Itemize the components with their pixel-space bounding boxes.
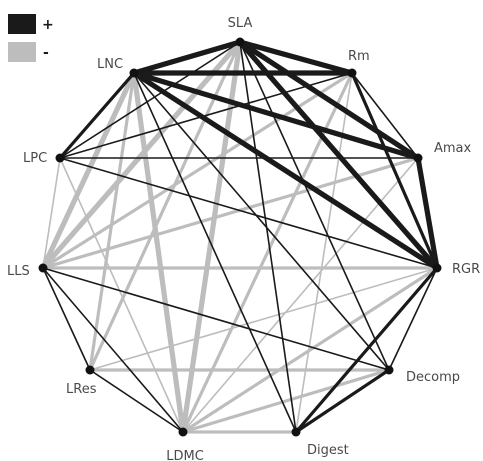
node-decomp <box>384 365 394 375</box>
node-label-lnc: LNC <box>97 57 123 72</box>
node-label-rgr: RGR <box>452 262 480 277</box>
edge-sla-rm <box>237 39 355 76</box>
edge-lnc-lres <box>88 71 136 372</box>
nodes-layer <box>38 37 442 437</box>
edge-sla-lnc <box>131 39 243 76</box>
node-lres <box>85 365 95 375</box>
edge-sla-rgr <box>237 39 440 271</box>
node-ldmc <box>178 427 188 437</box>
node-lnc <box>129 68 139 78</box>
edges-layer <box>40 39 440 435</box>
edge-rgr-lres <box>89 267 438 371</box>
node-label-decomp: Decomp <box>406 370 460 385</box>
node-label-digest: Digest <box>307 443 349 458</box>
edge-rgr-ldmc <box>181 266 439 434</box>
edge-lnc-lpc <box>58 71 136 160</box>
legend-positive-label: + <box>42 17 54 33</box>
edge-sla-amax <box>237 39 421 161</box>
node-lpc <box>55 153 65 163</box>
node-label-lpc: LPC <box>23 151 47 166</box>
node-digest <box>291 427 301 437</box>
edge-ldmc-lres <box>89 369 184 433</box>
node-label-rm: Rm <box>348 49 370 64</box>
edge-rgr-digest <box>294 266 439 434</box>
edge-lnc-decomp <box>133 72 390 371</box>
node-label-ldmc: LDMC <box>166 449 204 461</box>
edge-lnc-amax <box>131 70 421 161</box>
edge-ldmc-lpc <box>59 157 184 433</box>
edge-lls-lpc <box>42 157 61 269</box>
edge-sla-lpc <box>59 41 241 159</box>
node-rgr <box>432 263 442 273</box>
edge-decomp-digest <box>294 368 391 434</box>
edge-rgr-decomp <box>388 267 438 371</box>
node-label-sla: SLA <box>228 16 253 31</box>
edge-amax-lls <box>41 156 420 270</box>
legend: + - <box>8 14 54 62</box>
node-lls <box>38 263 48 273</box>
edge-amax-rgr <box>415 155 440 271</box>
edge-rgr-lpc <box>59 157 438 269</box>
node-amax <box>413 153 423 163</box>
node-label-lres: LRes <box>66 382 97 397</box>
edge-rm-lpc <box>59 72 353 159</box>
legend-negative-label: - <box>43 45 49 61</box>
edge-lnc-ldmc <box>131 70 186 435</box>
edge-decomp-lls <box>42 267 390 371</box>
legend-negative-swatch <box>8 42 36 62</box>
labels-layer: SLA Rm Amax RGR Decomp Digest LDMC LRes LLS LPC LN… <box>7 16 480 461</box>
node-sla <box>235 37 245 47</box>
edge-ldmc-lls <box>42 267 184 433</box>
edge-rm-rgr <box>350 71 439 270</box>
legend-positive-swatch <box>8 14 36 34</box>
edge-rm-amax <box>351 72 419 159</box>
edge-sla-ldmc <box>180 39 243 435</box>
edge-lres-lls <box>42 267 91 371</box>
edge-lnc-digest <box>133 72 297 433</box>
edge-lnc-lls <box>40 70 137 271</box>
node-label-lls: LLS <box>7 264 30 279</box>
edge-sla-decomp <box>239 41 390 371</box>
edge-lnc-rgr <box>131 70 440 271</box>
node-rm <box>347 68 357 78</box>
node-label-amax: Amax <box>434 141 472 156</box>
edge-rm-ldmc <box>181 71 354 434</box>
edge-sla-lls <box>40 39 243 271</box>
edge-decomp-ldmc <box>181 368 391 434</box>
